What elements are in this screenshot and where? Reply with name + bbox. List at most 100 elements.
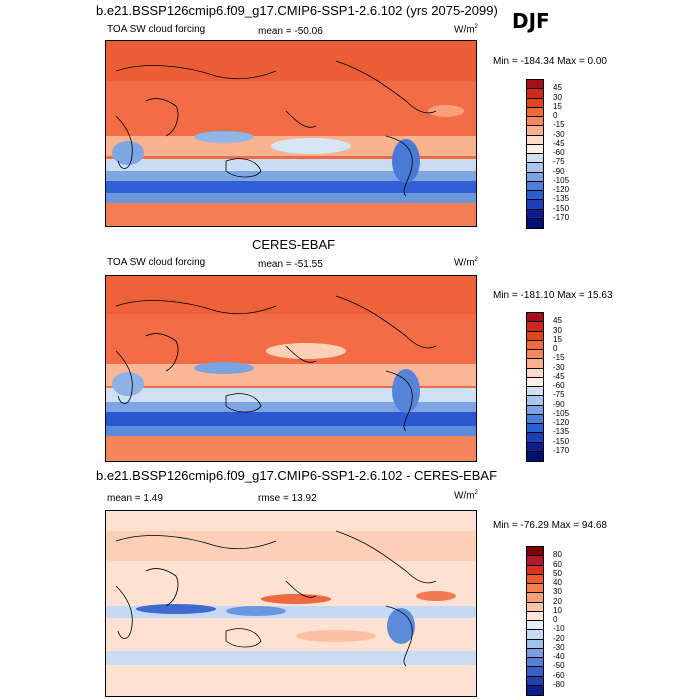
colorbar-cell	[527, 154, 543, 164]
colorbar-tick-label: 30	[553, 325, 562, 335]
colorbar-tick-label: -75	[553, 390, 565, 400]
coastlines	[115, 295, 437, 432]
colorbar-cell	[527, 126, 543, 136]
case-title: b.e21.BSSP126cmip6.f09_g17.CMIP6-SSP1-2.…	[96, 3, 498, 18]
colorbar-cell	[527, 630, 543, 640]
colorbar-cell	[527, 574, 543, 584]
colorbar-tick-label: 20	[553, 596, 562, 606]
colorbar-cell	[527, 658, 543, 668]
panel-minmax: Min = -181.10 Max = 15.63	[493, 290, 613, 301]
colorbar-cell	[527, 89, 543, 99]
colorbar-cell	[527, 322, 543, 332]
panel-mean: mean = -51.55	[258, 259, 323, 270]
colorbar-cell	[527, 685, 543, 695]
panel-minmax: Min = -76.29 Max = 94.68	[493, 520, 607, 531]
colorbar-tick-label: 0	[553, 111, 558, 120]
colorbar-tick-label: -80	[553, 679, 565, 689]
colorbar-model	[526, 79, 544, 229]
map-diff	[105, 510, 477, 697]
colorbar-cell	[527, 107, 543, 117]
colorbar-cell	[527, 368, 543, 378]
colorbar-cell	[527, 191, 543, 201]
colorbar-cell	[527, 163, 543, 173]
colorbar-tick-label: -75	[553, 157, 565, 167]
colorbar-tick-label: 15	[553, 101, 562, 111]
colorbar-cell	[527, 648, 543, 658]
colorbar-cell	[527, 547, 543, 557]
colorbar-tick-label: -90	[553, 399, 565, 409]
panel-mean: mean = 1.49	[107, 493, 163, 504]
panel-title: b.e21.BSSP126cmip6.f09_g17.CMIP6-SSP1-2.…	[96, 468, 498, 483]
season-label: DJF	[512, 9, 550, 33]
colorbar-tick-label: -15	[553, 120, 565, 130]
colorbar-cell	[527, 172, 543, 182]
colorbar-cell	[527, 433, 543, 443]
panel-variable: TOA SW cloud forcing	[107, 257, 206, 268]
colorbar-tick-label: -90	[553, 166, 565, 176]
colorbar-tick-label: -30	[553, 362, 565, 372]
colorbar-tick-label: 45	[553, 316, 562, 326]
colorbar-tick-label: -15	[553, 353, 565, 363]
colorbar-tick-label: -120	[553, 418, 570, 427]
colorbar-cell	[527, 359, 543, 369]
colorbar-tick-label: -135	[553, 427, 570, 437]
colorbar-cell	[527, 556, 543, 566]
colorbar-cell	[527, 350, 543, 360]
colorbar-cell	[527, 602, 543, 612]
colorbar-cell	[527, 414, 543, 424]
colorbar-tick-label: -170	[553, 445, 570, 455]
colorbar-tick-label: -40	[553, 652, 565, 661]
colorbar-tick-label: 45	[553, 83, 562, 93]
colorbar-cell	[527, 117, 543, 127]
colorbar-cell	[527, 144, 543, 154]
map-obs	[105, 275, 477, 462]
colorbar-cell	[527, 80, 543, 90]
colorbar-tick-label: 80	[553, 550, 562, 560]
colorbar-tick-label: -105	[553, 408, 570, 418]
colorbar-cell	[527, 200, 543, 210]
colorbar-tick-label: -105	[553, 175, 570, 185]
colorbar-cell	[527, 377, 543, 387]
colorbar-cell	[527, 621, 543, 631]
colorbar-cell	[527, 387, 543, 397]
coastlines	[115, 60, 437, 197]
colorbar-tick-label: 30	[553, 92, 562, 102]
colorbar-cell	[527, 676, 543, 686]
panel-units: W/m2	[454, 257, 478, 269]
colorbar-tick-label: 0	[553, 615, 558, 624]
colorbar-tick-label: -45	[553, 371, 565, 381]
colorbar-tick-label: -30	[553, 129, 565, 139]
colorbar-cell	[527, 313, 543, 323]
colorbar-obs-ticks: 45 30 15 0 -15 -30 -45 -60 -75 -90 -105 -120 -135 -15…	[553, 312, 593, 460]
map-diff-svg	[106, 511, 476, 696]
map-model	[105, 40, 477, 227]
colorbar-diff	[526, 546, 544, 696]
colorbar-tick-label: -150	[553, 436, 570, 446]
colorbar-tick-label: -45	[553, 138, 565, 148]
colorbar-tick-label: 30	[553, 587, 562, 597]
colorbar-cell	[527, 584, 543, 594]
colorbar-cell	[527, 396, 543, 406]
colorbar-tick-label: -10	[553, 624, 565, 634]
colorbar-tick-label: 50	[553, 568, 562, 578]
colorbar-tick-label: -60	[553, 670, 565, 680]
colorbar-tick-label: -60	[553, 148, 565, 157]
colorbar-cell	[527, 442, 543, 452]
colorbar-tick-label: -170	[553, 212, 570, 222]
colorbar-cell	[527, 135, 543, 145]
colorbar-tick-label: 40	[553, 578, 562, 587]
colorbar-tick-label: 0	[553, 344, 558, 353]
colorbar-cell	[527, 424, 543, 434]
colorbar-cell	[527, 405, 543, 415]
colorbar-cell	[527, 565, 543, 575]
colorbar-obs	[526, 312, 544, 462]
colorbar-tick-label: -120	[553, 185, 570, 194]
panel-title: CERES-EBAF	[252, 237, 336, 252]
panel-units: W/m2	[454, 24, 478, 36]
colorbar-tick-label: -60	[553, 381, 565, 390]
colorbar-cell	[527, 639, 543, 649]
panel-units: W/m2	[454, 490, 478, 502]
colorbar-model-ticks: 45 30 15 0 -15 -30 -45 -60 -75 -90 -105 -120 -135 -15…	[553, 79, 593, 227]
colorbar-tick-label: -135	[553, 194, 570, 204]
colorbar-cell	[527, 451, 543, 461]
